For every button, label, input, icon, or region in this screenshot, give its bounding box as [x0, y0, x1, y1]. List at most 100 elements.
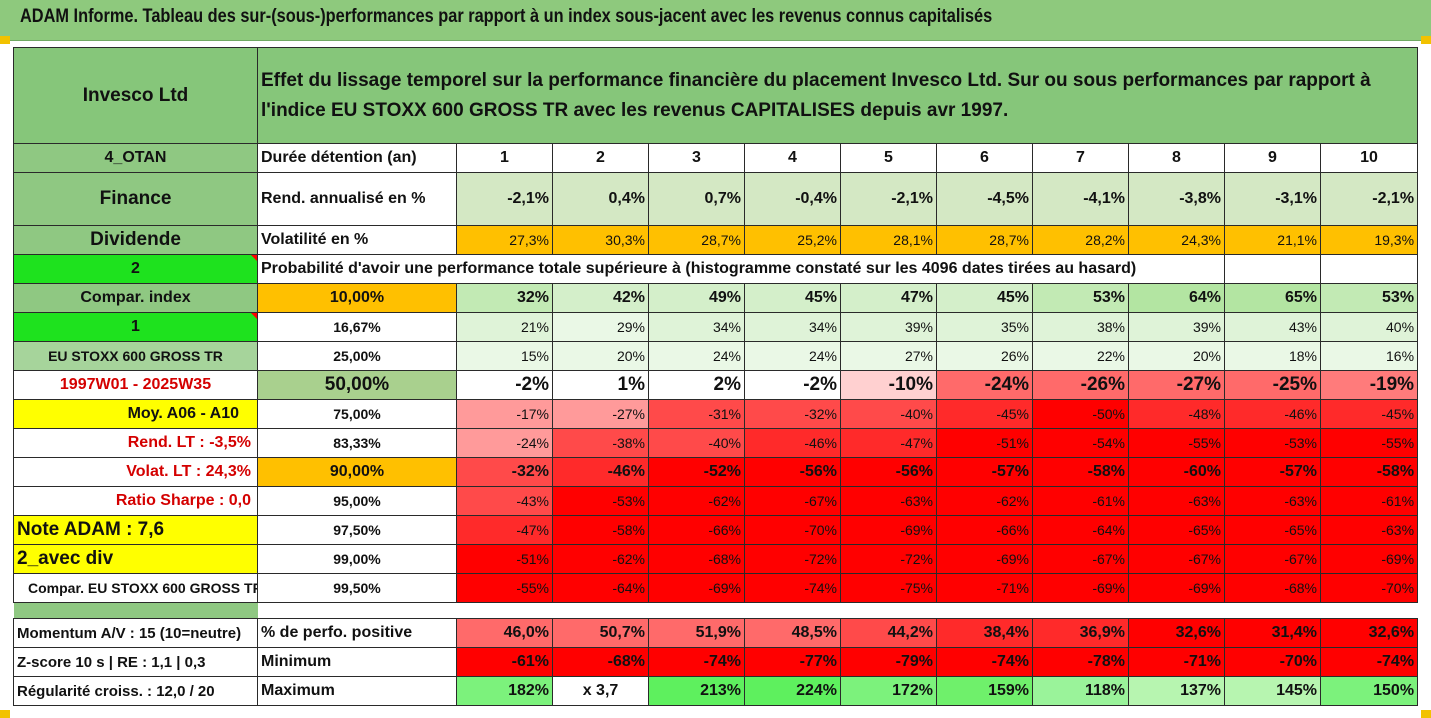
percentile-value: 26%	[936, 341, 1033, 371]
minimum-label: Minimum	[257, 647, 457, 677]
spacer-cell	[258, 603, 1418, 619]
percentile-value: -40%	[840, 399, 937, 429]
percentile-value: -71%	[936, 573, 1033, 603]
percentile-value: 34%	[648, 312, 745, 342]
rend-value: -3,8%	[1128, 172, 1225, 226]
percentile-value: -63%	[1224, 486, 1321, 516]
percentile-value: -25%	[1224, 370, 1321, 400]
percentile-value: -45%	[936, 399, 1033, 429]
moy-label: Moy. A06 - A10	[13, 399, 258, 429]
minimum-row: Z-score 10 s | RE : 1,1 | 0,3 Minimum -61%…	[13, 647, 1419, 677]
percentile-value: -69%	[840, 515, 937, 545]
percentile-value: -67%	[1224, 544, 1321, 574]
percentile-value: 32%	[456, 283, 553, 313]
minimum-value: -74%	[936, 647, 1033, 677]
vol-value: 21,1%	[1224, 225, 1321, 255]
percentile-row: 2_avec div 99,00% -51% -62% -68% -72% -72% -69%…	[13, 544, 1419, 574]
percentile-value: -56%	[840, 457, 937, 487]
duree-value: 6	[936, 143, 1033, 173]
duree-row: 4_OTAN Durée détention (an) 1 2 3 4 5 6 7 8 9 10	[13, 143, 1419, 173]
maximum-row: Régularité croiss. : 12,0 / 20 Maximum 182…	[13, 676, 1419, 706]
header-description: Effet du lissage temporel sur la perform…	[256, 47, 1419, 144]
sharpe-label: Ratio Sharpe : 0,0	[13, 486, 258, 516]
percentile-value: -63%	[840, 486, 937, 516]
percentile-value: 45%	[744, 283, 841, 313]
percentile-value: 45%	[936, 283, 1033, 313]
percentile-row: 1997W01 - 2025W35 50,00% -2% 1% 2% -2% -10% -24…	[13, 370, 1419, 400]
rend-value: -3,1%	[1224, 172, 1321, 226]
percentile-label: 90,00%	[257, 457, 457, 487]
percentile-value: 42%	[552, 283, 649, 313]
percentile-value: 35%	[936, 312, 1033, 342]
percentile-value: 65%	[1224, 283, 1321, 313]
vol-value: 30,3%	[552, 225, 649, 255]
duree-value: 2	[552, 143, 649, 173]
maximum-value: 159%	[936, 676, 1033, 706]
percentile-label: 99,00%	[257, 544, 457, 574]
percentile-row: Note ADAM : 7,6 97,50% -47% -58% -66% -70% -69…	[13, 515, 1419, 545]
header-row: Invesco Ltd Effet du lissage temporel su…	[13, 47, 1419, 144]
percentile-value: -67%	[1128, 544, 1225, 574]
percentile-value: -56%	[744, 457, 841, 487]
duree-value: 7	[1032, 143, 1129, 173]
corner-marker	[0, 710, 10, 718]
maximum-value: 137%	[1128, 676, 1225, 706]
maximum-value: x 3,7	[552, 676, 649, 706]
volat-lt-label: Volat. LT : 24,3%	[13, 457, 258, 487]
percentile-value: -47%	[840, 428, 937, 458]
percentile-value: -46%	[552, 457, 649, 487]
percentile-value: -27%	[1128, 370, 1225, 400]
corner-marker	[1421, 36, 1431, 44]
rend-value: -4,5%	[936, 172, 1033, 226]
percentile-value: -46%	[1224, 399, 1321, 429]
rend-lt-label: Rend. LT : -3,5%	[13, 428, 258, 458]
spacer-cell	[13, 602, 258, 619]
percentile-value: -24%	[936, 370, 1033, 400]
vol-value: 24,3%	[1128, 225, 1225, 255]
percentile-value: -64%	[552, 573, 649, 603]
percentile-value: -66%	[648, 515, 745, 545]
percentile-value: -69%	[1128, 573, 1225, 603]
percentile-value: 40%	[1319, 312, 1419, 342]
percentile-value: -62%	[648, 486, 745, 516]
percentile-value: -67%	[744, 486, 841, 516]
percentile-value: -51%	[936, 428, 1033, 458]
percentile-value: -19%	[1319, 370, 1419, 400]
maximum-value: 118%	[1032, 676, 1129, 706]
percentile-value: -69%	[1319, 544, 1419, 574]
n2-label: 2	[131, 260, 140, 277]
percentile-value: -63%	[1319, 515, 1419, 545]
percentile-value: 21%	[456, 312, 553, 342]
percentile-value: -55%	[456, 573, 553, 603]
duree-value: 10	[1319, 143, 1419, 173]
percentile-value: -55%	[1319, 428, 1419, 458]
vol-value: 28,1%	[840, 225, 937, 255]
positive-value: 51,9%	[648, 618, 745, 648]
percentile-value: 2%	[648, 370, 745, 400]
compar-full-label: Compar. EU STOXX 600 GROSS TR	[13, 573, 258, 603]
maximum-value: 224%	[744, 676, 841, 706]
maximum-value: 150%	[1319, 676, 1419, 706]
percentile-value: -64%	[1032, 515, 1129, 545]
percentile-value: 1%	[552, 370, 649, 400]
positive-value: 31,4%	[1224, 618, 1321, 648]
maximum-value: 182%	[456, 676, 553, 706]
maximum-label: Maximum	[257, 676, 457, 706]
percentile-row: EU STOXX 600 GROSS TR 25,00% 15% 20% 24% 24% 2…	[13, 341, 1419, 371]
percentile-value: 20%	[552, 341, 649, 371]
empty-cell	[1319, 254, 1419, 284]
percentile-value: -17%	[456, 399, 553, 429]
index-name: EU STOXX 600 GROSS TR	[13, 341, 258, 371]
percentile-value: -47%	[456, 515, 553, 545]
percentile-label: 95,00%	[257, 486, 457, 516]
percentile-value: -54%	[1032, 428, 1129, 458]
percentile-value: -53%	[1224, 428, 1321, 458]
positive-value: 32,6%	[1319, 618, 1419, 648]
percentile-value: -66%	[936, 515, 1033, 545]
percentile-value: -68%	[648, 544, 745, 574]
rend-value: -2,1%	[1319, 172, 1419, 226]
percentile-value: -69%	[648, 573, 745, 603]
positive-label: % de perfo. positive	[257, 618, 457, 648]
percentile-value: 49%	[648, 283, 745, 313]
percentile-value: -48%	[1128, 399, 1225, 429]
